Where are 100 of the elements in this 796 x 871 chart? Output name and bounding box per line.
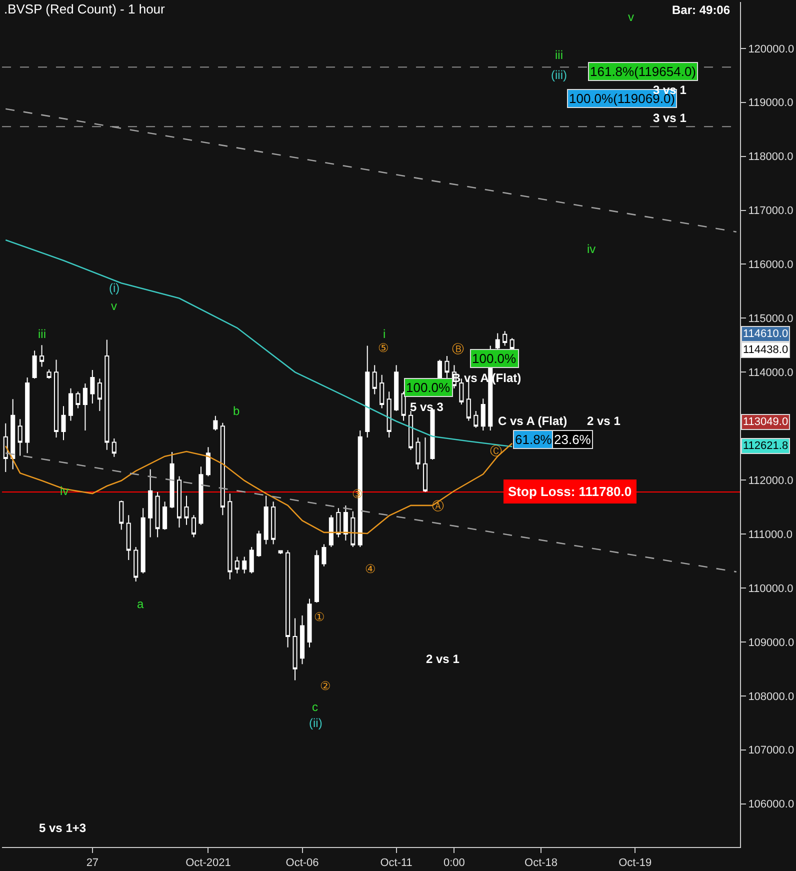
annotation: C vs A (Flat) bbox=[498, 414, 568, 428]
y-tick-label: 109000.0 bbox=[748, 636, 794, 649]
annotation: Ⓑ bbox=[452, 342, 464, 356]
annotation: Bar: 49:06 bbox=[672, 3, 730, 17]
annotation: Ⓐ bbox=[432, 499, 444, 513]
annotation: iii bbox=[38, 327, 46, 341]
annotation: iii bbox=[555, 48, 563, 62]
annotation: v bbox=[628, 10, 634, 24]
annotation: (i) bbox=[109, 281, 120, 295]
annotation: 100.0% bbox=[406, 380, 451, 395]
y-tick-label: 110000.0 bbox=[748, 582, 794, 595]
candlestick bbox=[140, 508, 146, 574]
candlestick bbox=[365, 345, 370, 438]
candlestick bbox=[32, 350, 37, 380]
y-tick-label: 117000.0 bbox=[748, 205, 794, 218]
candlestick bbox=[242, 556, 247, 574]
annotation: 161.8%(119654.0) bbox=[590, 64, 696, 79]
candlestick bbox=[372, 364, 377, 395]
candlestick bbox=[68, 388, 74, 422]
candlestick bbox=[213, 415, 218, 431]
annotation: i bbox=[383, 327, 386, 341]
candlestick bbox=[191, 514, 196, 538]
x-tick-label: Oct-06 bbox=[286, 857, 319, 870]
candlestick bbox=[459, 378, 464, 406]
annotation: 61.8% bbox=[515, 432, 552, 447]
candlestick bbox=[380, 374, 384, 409]
candlestick bbox=[155, 491, 160, 538]
chart-title: .BVSP (Red Count) - 1 hour bbox=[4, 1, 166, 16]
candlestick bbox=[422, 436, 428, 492]
x-tick-label: Oct-19 bbox=[618, 857, 652, 870]
candlestick bbox=[162, 501, 168, 530]
candlestick bbox=[350, 510, 356, 548]
candlestick bbox=[256, 530, 262, 558]
y-tick-label: 114000.0 bbox=[748, 367, 794, 380]
candlestick bbox=[249, 546, 254, 574]
candlestick bbox=[286, 550, 290, 648]
candlestick bbox=[510, 338, 514, 350]
candlestick bbox=[97, 378, 102, 412]
candlestick bbox=[437, 359, 442, 380]
text: 113049.0 bbox=[743, 416, 788, 428]
candlestick bbox=[119, 500, 124, 530]
annotation: b bbox=[233, 404, 240, 418]
annotation: ① bbox=[314, 610, 325, 624]
candlestick bbox=[10, 398, 16, 470]
candlestick bbox=[82, 382, 88, 431]
candlestick bbox=[54, 359, 59, 438]
candlestick bbox=[104, 339, 110, 450]
candlestick bbox=[206, 446, 210, 477]
candlestick bbox=[3, 422, 8, 472]
candlestick bbox=[336, 508, 341, 538]
candlestick bbox=[300, 615, 305, 665]
candlestick bbox=[198, 466, 204, 526]
annotation: (iii) bbox=[551, 68, 567, 82]
y-tick-label: 120000.0 bbox=[748, 43, 794, 56]
candlestick bbox=[394, 364, 399, 412]
candlestick bbox=[278, 550, 283, 554]
y-tick-label: 112000.0 bbox=[748, 474, 794, 487]
y-tick-label: 119000.0 bbox=[748, 97, 794, 110]
candlestick bbox=[343, 504, 348, 542]
candlestick bbox=[292, 618, 298, 681]
y-tick-label: 116000.0 bbox=[748, 259, 794, 272]
annotation: ② bbox=[320, 679, 331, 693]
candlestick bbox=[90, 370, 95, 404]
candlestick bbox=[40, 344, 44, 368]
annotation: 3 vs 1 bbox=[653, 111, 687, 125]
candlestick bbox=[444, 355, 450, 380]
candlestick bbox=[176, 476, 182, 528]
annotation: 2 vs 1 bbox=[426, 652, 460, 666]
candlestick bbox=[416, 436, 420, 470]
candlestick bbox=[184, 495, 189, 526]
annotation: ⑤ bbox=[378, 341, 389, 355]
candlestick bbox=[126, 514, 131, 560]
candlestick bbox=[322, 544, 326, 567]
candlestick bbox=[401, 391, 406, 422]
candlestick bbox=[271, 501, 276, 545]
candlestick bbox=[314, 550, 320, 604]
candlestick bbox=[408, 410, 414, 450]
candlestick bbox=[480, 398, 486, 431]
candlestick bbox=[148, 468, 153, 538]
x-tick-label: Oct-2021 bbox=[186, 857, 231, 870]
candlestick bbox=[264, 495, 268, 545]
candlestick bbox=[234, 556, 240, 574]
x-tick-label: Oct-11 bbox=[380, 857, 412, 870]
x-tick-label: 27 bbox=[86, 857, 99, 870]
candlestick bbox=[386, 391, 392, 438]
annotation: a bbox=[137, 597, 144, 611]
annotation: 5 vs 1+3 bbox=[39, 821, 86, 835]
text: 112621.8 bbox=[743, 440, 788, 452]
annotation: ③ bbox=[352, 487, 363, 501]
candlestick bbox=[495, 332, 500, 350]
y-tick-label: 108000.0 bbox=[748, 690, 794, 703]
candlestick bbox=[228, 493, 232, 580]
annotation: 2 vs 1 bbox=[587, 414, 621, 428]
annotation: v bbox=[111, 299, 117, 313]
candlestick bbox=[18, 418, 22, 456]
annotation: iv bbox=[587, 242, 596, 256]
ref-line-label: Stop Loss: 111780.0 bbox=[508, 484, 632, 499]
annotation: (ii) bbox=[309, 716, 322, 730]
candlestick bbox=[307, 598, 312, 648]
annotation: 100.0% bbox=[472, 351, 517, 366]
